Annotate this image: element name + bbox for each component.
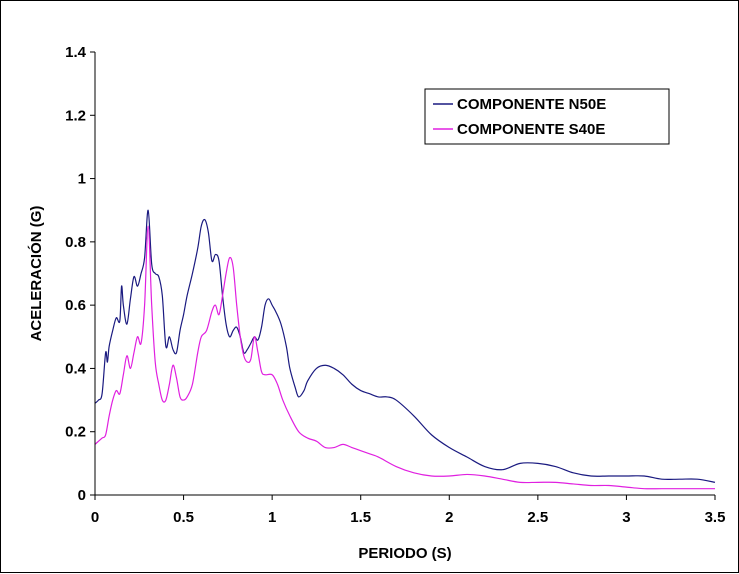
x-tick-label: 1: [268, 509, 276, 526]
series-line-1: [94, 209, 716, 483]
y-tick-label: 0.2: [65, 424, 86, 441]
y-axis-title: ACELERACIÓN (G): [27, 206, 45, 342]
y-tick-label: 0: [78, 487, 86, 504]
legend-label-2: COMPONENTE S40E: [457, 121, 605, 138]
x-tick-label: 1.5: [350, 509, 371, 526]
y-tick-label: 1.2: [65, 107, 86, 124]
series-layer: [94, 209, 716, 490]
x-tick-label: 0: [91, 509, 99, 526]
x-tick-label: 0.5: [173, 509, 194, 526]
y-tick-label: 1: [78, 171, 86, 188]
y-tick-label: 0.4: [65, 360, 87, 377]
x-tick-label: 2.5: [527, 509, 548, 526]
series-line-2: [94, 225, 715, 490]
x-axis-title: PERIODO (S): [358, 545, 451, 562]
y-tick-label: 0.6: [65, 297, 86, 314]
x-tick-label: 3: [622, 509, 630, 526]
y-tick-label: 1.4: [65, 44, 87, 61]
axes-layer: 0 0.2 0.4 0.6 0.8 1 1.2 1.4 0 0.5 1 1.5 2 2.5 3 3.5: [65, 44, 725, 526]
legend-box: [424, 88, 670, 145]
x-tick-label: 2: [445, 509, 453, 526]
y-tick-label: 0.8: [65, 234, 86, 251]
legend: COMPONENTE N50E COMPONENTE S40E: [424, 88, 670, 145]
legend-label-1: COMPONENTE N50E: [457, 96, 606, 113]
x-tick-label: 3.5: [705, 509, 726, 526]
